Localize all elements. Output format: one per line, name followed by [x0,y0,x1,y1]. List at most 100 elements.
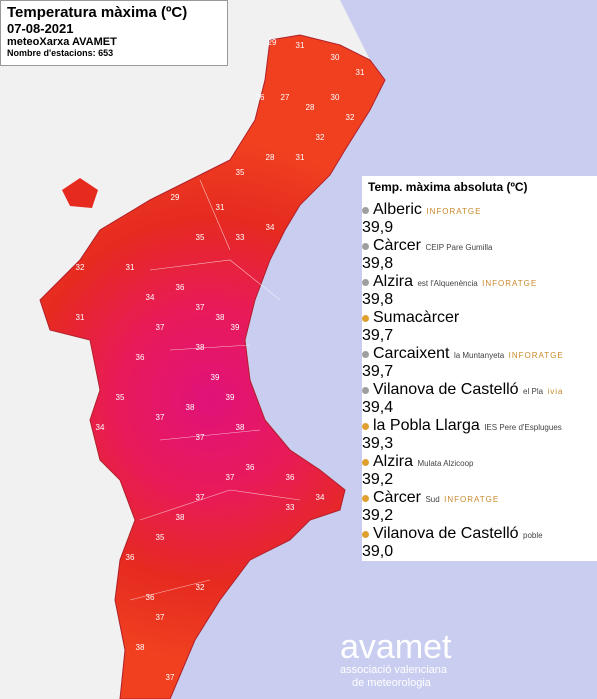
station-value: 38 [236,423,245,432]
station-detail: Sud [425,495,440,504]
station-value: 35 [156,533,165,542]
station-name-cell: la Pobla Llarga IES Pere d'Esplugues [362,417,597,435]
source-tag: ivia [547,387,564,396]
logo-line: de meteorologia [352,677,431,689]
status-dot [362,459,369,466]
source-tag: INFORATGE [482,279,538,288]
station-detail: IES Pere d'Esplugues [484,423,562,432]
station-count: Nombre d'estacions: 653 [7,48,114,58]
station-detail: el Pla [523,387,544,396]
station-value: 31 [296,41,305,50]
status-dot [362,243,369,250]
islet [62,178,98,208]
station-value: 31 [356,68,365,77]
temperature-value: 39,9 [362,219,394,236]
station-name: Vilanova de Castelló [373,525,519,542]
station-value: 38 [186,403,195,412]
station-name: Càrcer [373,489,422,506]
station-name-cell: Alzira est l'Alquenència INFORATGE [362,273,597,291]
status-dot [362,351,369,358]
station-value: 32 [316,133,325,142]
station-name: Alberic [373,201,422,218]
source-tag: INFORATGE [426,207,482,216]
station-value: 28 [306,103,315,112]
table-row: Sumacàrcer 39,7 [362,309,597,345]
temperature-value: 39,4 [362,399,394,416]
source-tag: INFORATGE [444,495,500,504]
table-row: Carcaixent la Muntanyeta INFORATGE 39,7 [362,345,597,381]
station-value: 35 [116,393,125,402]
station-value: 38 [216,313,225,322]
station-value: 35 [196,233,205,242]
borders [129,179,301,601]
station-value: 37 [166,673,175,682]
temperature-value: 39,8 [362,255,394,272]
station-value: 37 [156,323,165,332]
station-detail: Mulata Alzicoop [417,459,474,468]
station-value: 33 [236,233,245,242]
station-value: 39 [211,373,220,382]
station-value: 37 [196,493,205,502]
station-name: Alzira [373,453,414,470]
logo-name: avamet [340,628,452,666]
logo-line: associació valenciana [340,664,448,676]
station-value: 36 [176,283,185,292]
station-value: 32 [346,113,355,122]
station-value: 34 [266,223,275,232]
title: Temperatura màxima (ºC) [7,4,188,21]
status-dot [362,279,369,286]
station-name-cell: Alzira Mulata Alzicoop [362,453,597,471]
status-dot [362,387,369,394]
station-value: 36 [146,593,155,602]
station-name: Vilanova de Castelló [373,381,519,398]
station-value: 28 [266,153,275,162]
temperature-value: 39,2 [362,507,394,524]
temperature-value: 39,7 [362,363,394,380]
status-dot [362,495,369,502]
station-value: 32 [196,583,205,592]
source-tag: INFORATGE [508,351,564,360]
station-value: 26 [256,93,265,102]
station-value: 36 [126,553,135,562]
table-row: Alzira Mulata Alzicoop 39,2 [362,453,597,489]
temperature-value: 39,2 [362,471,394,488]
network: meteoXarxa AVAMET [7,36,117,48]
station-value: 38 [176,513,185,522]
station-value: 30 [331,53,340,62]
station-name: Càrcer [373,237,422,254]
ranking-table: Temp. màxima absoluta (ºC) Alberic INFOR… [362,176,597,561]
station-value: 32 [76,263,85,272]
station-name-cell: Alberic INFORATGE [362,201,597,219]
temperature-value: 39,3 [362,435,394,452]
station-value: 33 [286,503,295,512]
station-value: 38 [196,343,205,352]
station-value: 36 [136,353,145,362]
table-row: Alberic INFORATGE 39,9 [362,201,597,237]
status-dot [362,315,369,322]
station-value: 39 [226,393,235,402]
station-value: 39 [231,323,240,332]
date: 07-08-2021 [7,21,74,36]
status-dot [362,207,369,214]
legend-box: Temperatura màxima (ºC) 07-08-2021 meteo… [0,0,228,66]
station-detail: poble [523,531,543,540]
station-value: 37 [156,613,165,622]
station-value: 38 [136,643,145,652]
station-name-cell: Càrcer CEIP Pare Gumilla [362,237,597,255]
region [39,34,386,699]
station-value: 31 [296,153,305,162]
station-name-cell: Vilanova de Castelló el Pla ivia [362,381,597,399]
station-detail: CEIP Pare Gumilla [425,243,493,252]
station-value: 36 [286,473,295,482]
table-title: Temp. màxima absoluta (ºC) [368,180,528,194]
station-value: 37 [226,473,235,482]
station-value: 29 [171,193,180,202]
temperature-value: 39,7 [362,327,394,344]
station-value: 35 [236,168,245,177]
table-row: Vilanova de Castelló el Pla ivia 39,4 [362,381,597,417]
table-row: Càrcer CEIP Pare Gumilla 39,8 [362,237,597,273]
temperature-value: 39,0 [362,543,394,560]
station-detail: la Muntanyeta [453,351,505,360]
station-name: Sumacàrcer [373,309,460,326]
